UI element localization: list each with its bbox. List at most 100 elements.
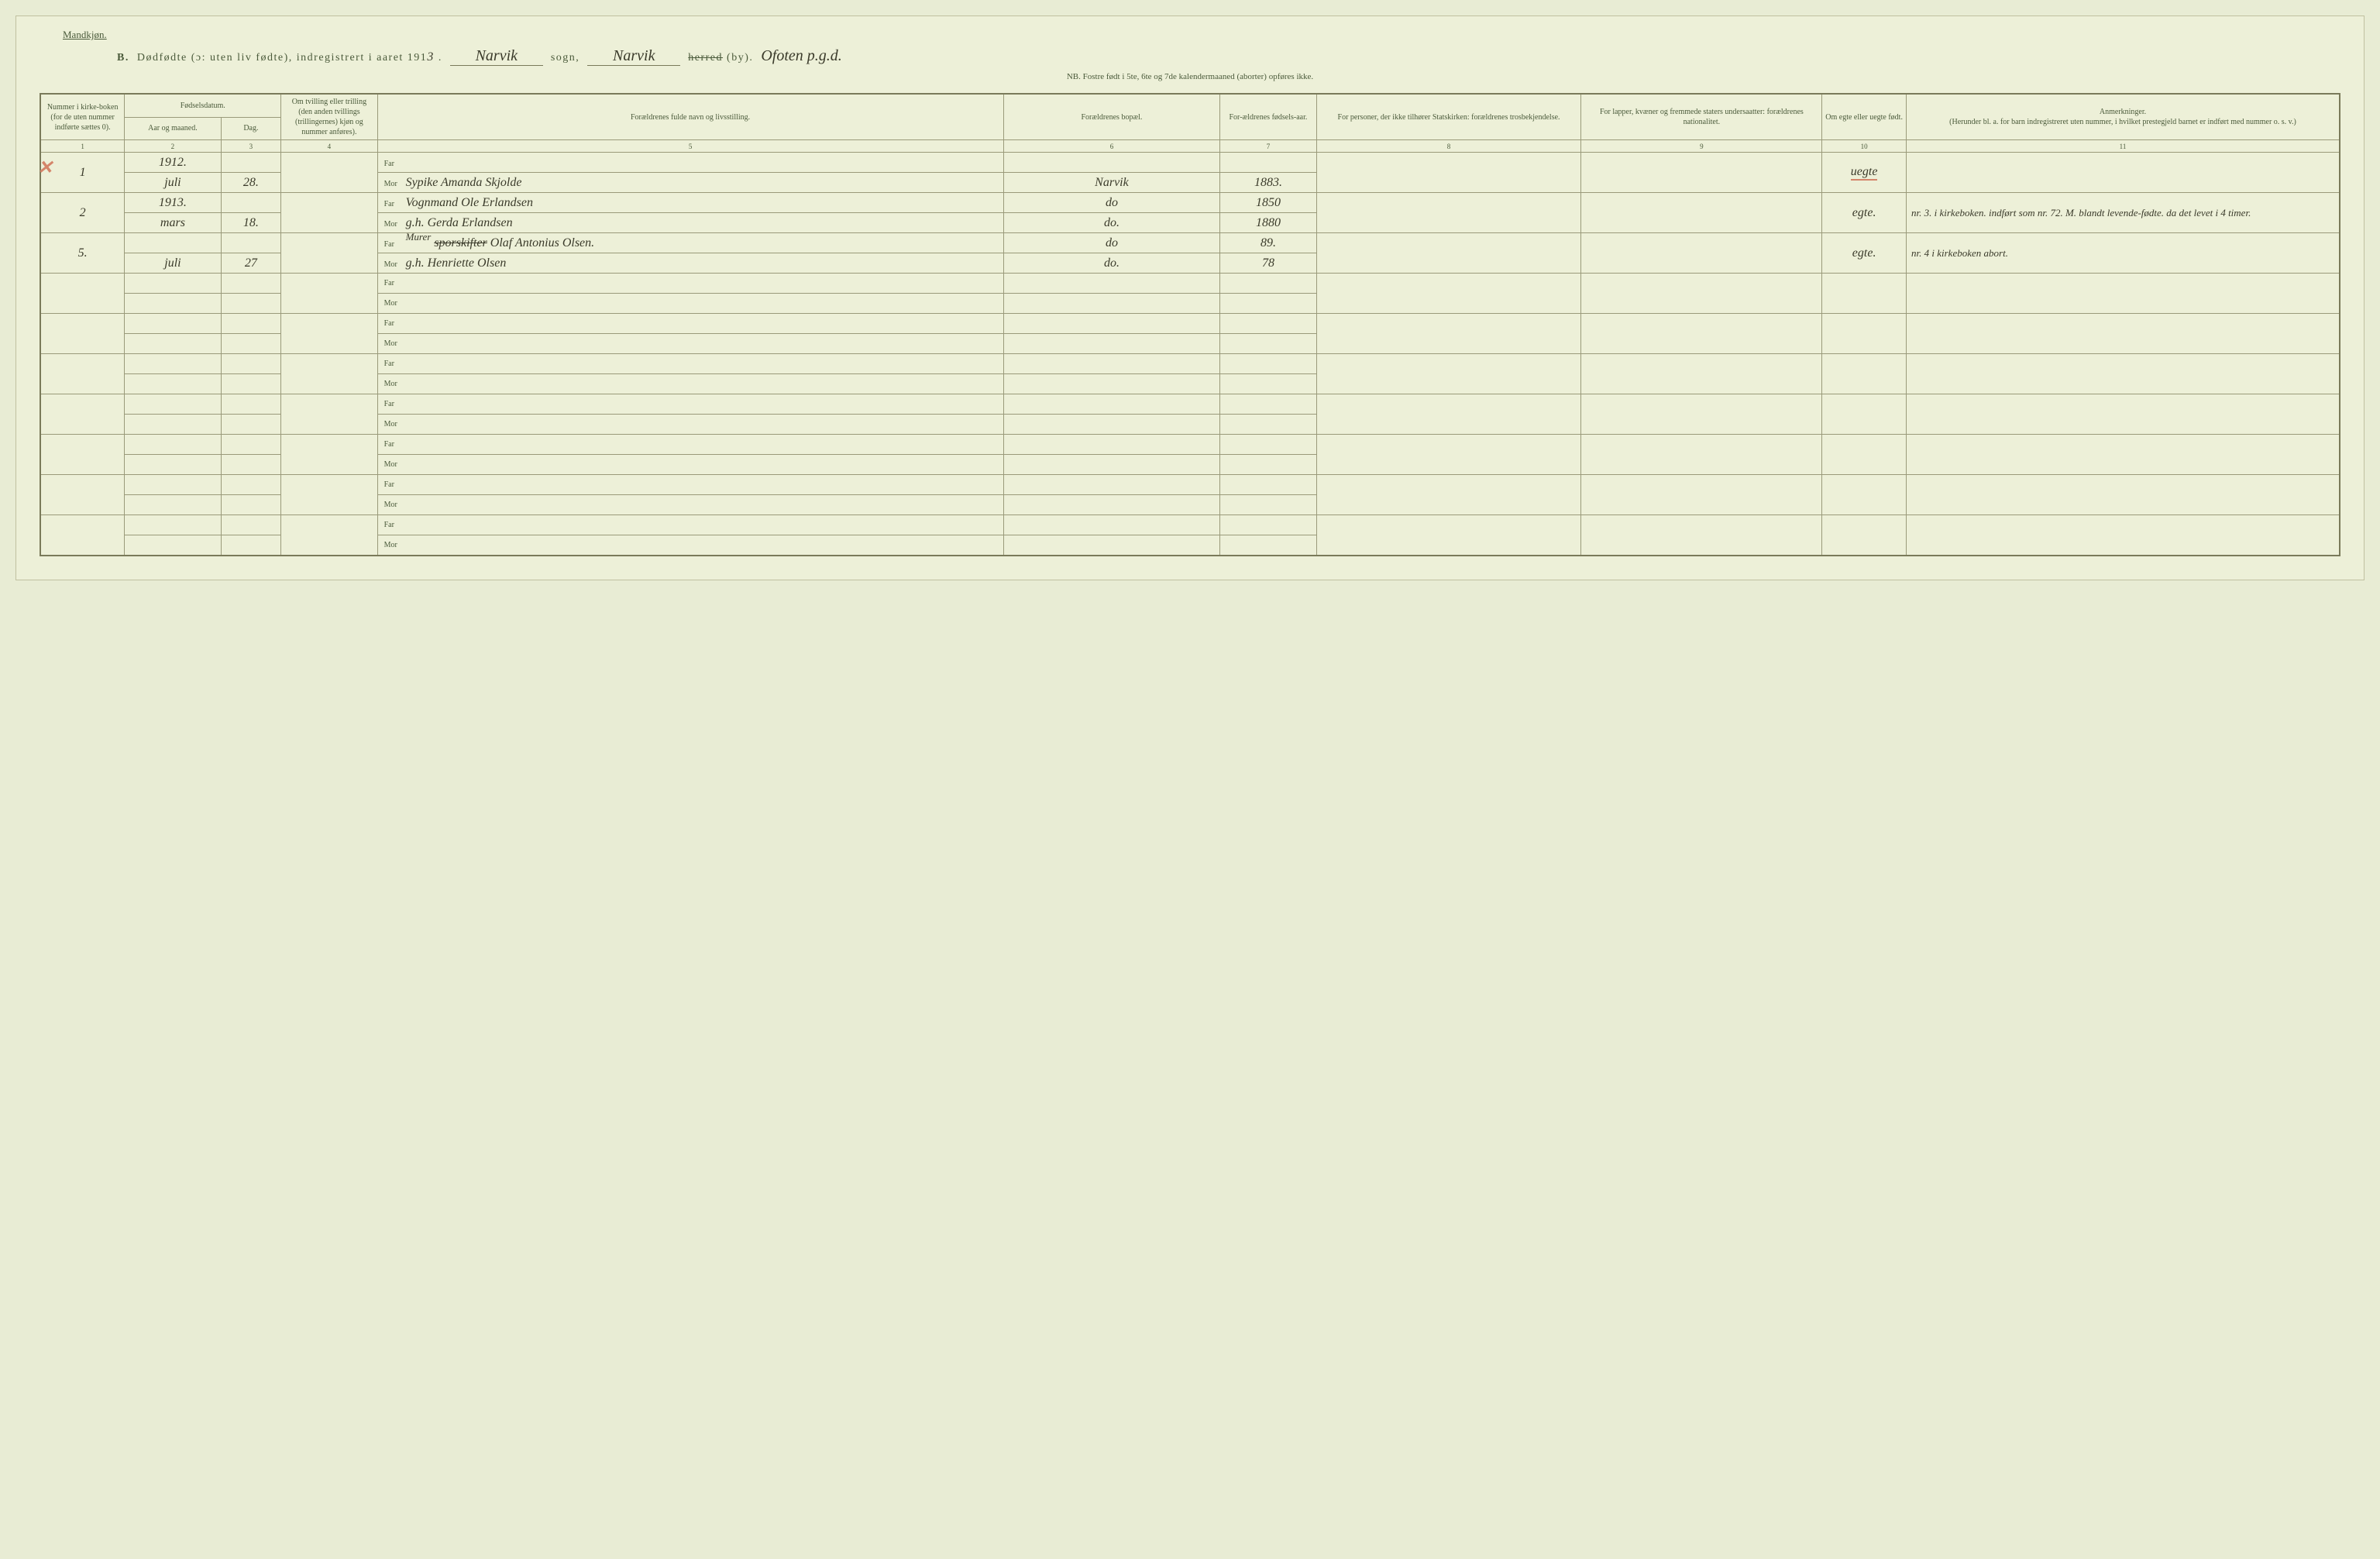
cell-remarks (1907, 314, 2340, 354)
cell-day (221, 314, 281, 334)
cell-remarks (1907, 475, 2340, 515)
cell-day (221, 294, 281, 314)
cell-nationalitet (1581, 394, 1822, 435)
cell-month: juli (125, 253, 221, 274)
cell-day: 18. (221, 213, 281, 233)
cell-year: 1913. (125, 193, 221, 213)
cell-tvilling (281, 515, 377, 556)
cell-day (221, 495, 281, 515)
cell-bopael (1003, 455, 1220, 475)
colnum: 2 (125, 140, 221, 153)
cell-tvilling (281, 153, 377, 193)
table-row-far: Far (40, 354, 2340, 374)
cell-mor-name: Mor (377, 535, 1003, 556)
cell-mor-name: Mor (377, 374, 1003, 394)
cell-nationalitet (1581, 354, 1822, 394)
cell-nationalitet (1581, 153, 1822, 193)
cell-fyear (1220, 455, 1316, 475)
cell-far-name: Far (377, 354, 1003, 374)
cell-egte: egte. (1822, 193, 1907, 233)
cell-number (40, 274, 125, 314)
cell-nationalitet (1581, 435, 1822, 475)
cell-fyear (1220, 153, 1316, 173)
cell-day: 27 (221, 253, 281, 274)
cell-month (125, 535, 221, 556)
cell-fyear (1220, 394, 1316, 415)
cell-day (221, 415, 281, 435)
cell-egte: egte. (1822, 233, 1907, 274)
table-row-far: 21913.FarVognmand Ole Erlandsendo1850egt… (40, 193, 2340, 213)
cell-bopael (1003, 535, 1220, 556)
cell-mor-name: Morg.h. Henriette Olsen (377, 253, 1003, 274)
cell-tvilling (281, 394, 377, 435)
register-table: Nummer i kirke-boken (for de uten nummer… (40, 93, 2340, 556)
cell-mor-name: Mor (377, 334, 1003, 354)
cell-tros (1316, 193, 1581, 233)
cell-fyear (1220, 535, 1316, 556)
cell-far-name: Far (377, 515, 1003, 535)
cell-tros (1316, 515, 1581, 556)
table-row-far: ✕11912.Faruegte (40, 153, 2340, 173)
cell-bopael (1003, 294, 1220, 314)
cell-year (125, 435, 221, 455)
cell-number: 5. (40, 233, 125, 274)
cell-tros (1316, 153, 1581, 193)
cell-number (40, 515, 125, 556)
cell-tvilling (281, 435, 377, 475)
cell-far-name: Far (377, 394, 1003, 415)
cell-month (125, 294, 221, 314)
cell-month (125, 455, 221, 475)
cell-year (125, 354, 221, 374)
subtitle: NB. Fostre født i 5te, 6te og 7de kalend… (40, 72, 2340, 81)
cell-nationalitet (1581, 193, 1822, 233)
table-row-far: Far (40, 314, 2340, 334)
title-main: Dødfødte (ɔ: uten liv fødte), indregistr… (137, 50, 442, 64)
cell-tros (1316, 475, 1581, 515)
cell-number: ✕1 (40, 153, 125, 193)
cell-day (221, 475, 281, 495)
colnum: 5 (377, 140, 1003, 153)
colnum: 4 (281, 140, 377, 153)
table-row-far: Far (40, 515, 2340, 535)
cell-far-name: Far (377, 153, 1003, 173)
cell-remarks (1907, 153, 2340, 193)
cell-far-name: FarVognmand Ole Erlandsen (377, 193, 1003, 213)
cell-egte: uegte (1822, 153, 1907, 193)
sogn-value: Narvik (450, 47, 543, 66)
cell-nationalitet (1581, 475, 1822, 515)
cell-day (221, 274, 281, 294)
cell-far-name: Far (377, 475, 1003, 495)
cell-bopael (1003, 435, 1220, 455)
cell-year (125, 233, 221, 253)
col-header-9: For lapper, kvæner og fremmede staters u… (1581, 94, 1822, 140)
cell-tvilling (281, 475, 377, 515)
cell-bopael: do. (1003, 253, 1220, 274)
cell-year (125, 475, 221, 495)
cell-bopael (1003, 334, 1220, 354)
cell-fyear (1220, 515, 1316, 535)
col-header-5: Forældrenes fulde navn og livsstilling. (377, 94, 1003, 140)
cell-month (125, 334, 221, 354)
cell-day (221, 233, 281, 253)
section-letter: B. (117, 52, 129, 64)
cell-mor-name: Morg.h. Gerda Erlandsen (377, 213, 1003, 233)
cell-bopael: do (1003, 193, 1220, 213)
sogn-label: sogn, (551, 52, 580, 64)
cell-number (40, 354, 125, 394)
cell-far-name: Far (377, 314, 1003, 334)
cell-fyear (1220, 374, 1316, 394)
table-body: ✕11912.Faruegtejuli28.MorSypike Amanda S… (40, 153, 2340, 556)
cell-month (125, 374, 221, 394)
col-header-8: For personer, der ikke tilhører Statskir… (1316, 94, 1581, 140)
cell-year (125, 394, 221, 415)
cell-remarks (1907, 274, 2340, 314)
table-header: Nummer i kirke-boken (for de uten nummer… (40, 94, 2340, 153)
title-row: B. Dødfødte (ɔ: uten liv fødte), indregi… (117, 47, 2340, 66)
cell-day (221, 334, 281, 354)
cell-day (221, 153, 281, 173)
cell-day (221, 515, 281, 535)
colnum: 10 (1822, 140, 1907, 153)
cell-fyear: 1883. (1220, 173, 1316, 193)
cell-fyear (1220, 274, 1316, 294)
cell-tros (1316, 233, 1581, 274)
